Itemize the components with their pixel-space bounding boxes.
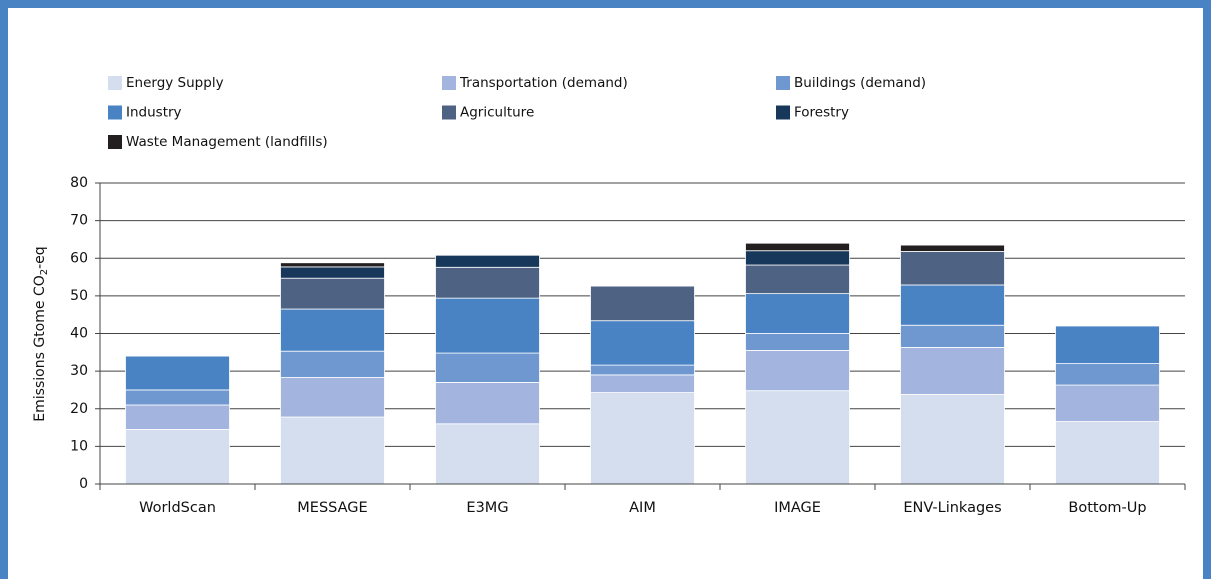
- legend-swatch: [108, 105, 122, 120]
- y-tick-label: 0: [79, 476, 88, 492]
- bar-segment: [900, 394, 1005, 485]
- bar-segment: [1055, 325, 1160, 365]
- bar-segment: [1055, 363, 1160, 386]
- y-tick-label: 80: [70, 175, 88, 191]
- legend-swatch: [442, 76, 456, 90]
- x-tick-label: Bottom-Up: [1068, 500, 1146, 516]
- y-tick-label: 40: [70, 326, 88, 342]
- bar-segment: [745, 333, 850, 351]
- bar-segment: [435, 297, 540, 354]
- bar-segment: [435, 382, 540, 425]
- legend-label: Industry: [126, 105, 182, 121]
- x-tick-label: E3MG: [466, 500, 508, 516]
- y-tick-label: 10: [70, 438, 88, 454]
- bar-segment: [280, 266, 385, 279]
- legend-swatch: [108, 76, 122, 90]
- bar-segment: [745, 250, 850, 266]
- legend-swatch: [442, 105, 456, 120]
- bar-segment: [280, 277, 385, 310]
- bar-segment: [590, 320, 695, 366]
- bar-segment: [745, 264, 850, 295]
- bar-segment: [745, 293, 850, 334]
- bar-segment: [435, 266, 540, 299]
- legend-label: Agriculture: [460, 105, 534, 121]
- legend-swatch: [108, 135, 122, 149]
- bar-segment: [280, 262, 385, 268]
- bar-segment: [900, 347, 1005, 395]
- y-tick-label: 70: [70, 213, 88, 229]
- bar-segment: [280, 416, 385, 485]
- bar-segment: [590, 374, 695, 393]
- bar-segment: [1055, 421, 1160, 485]
- bar-segment: [1055, 384, 1160, 422]
- bar-segment: [435, 423, 540, 485]
- bar-segment: [745, 350, 850, 392]
- bar-segment: [280, 377, 385, 418]
- bar-segment: [900, 251, 1005, 286]
- y-label-end: -eq: [32, 246, 48, 269]
- x-tick-label: AIM: [629, 500, 656, 516]
- bar-segment: [125, 355, 230, 391]
- x-tick-label: ENV-Linkages: [903, 500, 1001, 516]
- legend-swatch: [776, 105, 790, 120]
- legend-swatch: [776, 76, 790, 90]
- bar-segment: [590, 364, 695, 376]
- legend-label: Waste Management (landfills): [126, 134, 328, 150]
- legend-label: Buildings (demand): [794, 75, 926, 91]
- legend-label: Transportation (demand): [459, 75, 628, 91]
- bar-segment: [280, 350, 385, 378]
- bar-segment: [745, 390, 850, 485]
- y-tick-label: 30: [70, 363, 88, 379]
- x-tick-label: WorldScan: [139, 500, 216, 516]
- bar-segment: [435, 254, 540, 268]
- y-tick-label: 50: [70, 288, 88, 304]
- legend-label: Energy Supply: [126, 75, 224, 91]
- bar-segment: [125, 389, 230, 406]
- bar-segment: [280, 308, 385, 352]
- bar-segment: [745, 242, 850, 252]
- bar-segment: [900, 244, 1005, 252]
- bar-segment: [900, 324, 1005, 348]
- bar-segment: [435, 352, 540, 383]
- bar-segment: [900, 284, 1005, 326]
- y-label-sub: 2: [39, 269, 50, 275]
- bar-segment: [125, 429, 230, 485]
- bar-segment: [590, 285, 695, 322]
- bar-segment: [125, 404, 230, 430]
- y-tick-label: 60: [70, 250, 88, 266]
- y-label-main: Emissions Gtome CO: [32, 275, 48, 421]
- y-tick-label: 20: [70, 401, 88, 417]
- legend-label: Forestry: [794, 105, 849, 121]
- bar-segment: [590, 392, 695, 485]
- y-axis-label: Emissions Gtome CO2-eq: [32, 246, 50, 421]
- x-tick-label: MESSAGE: [297, 500, 367, 516]
- x-tick-label: IMAGE: [774, 500, 821, 516]
